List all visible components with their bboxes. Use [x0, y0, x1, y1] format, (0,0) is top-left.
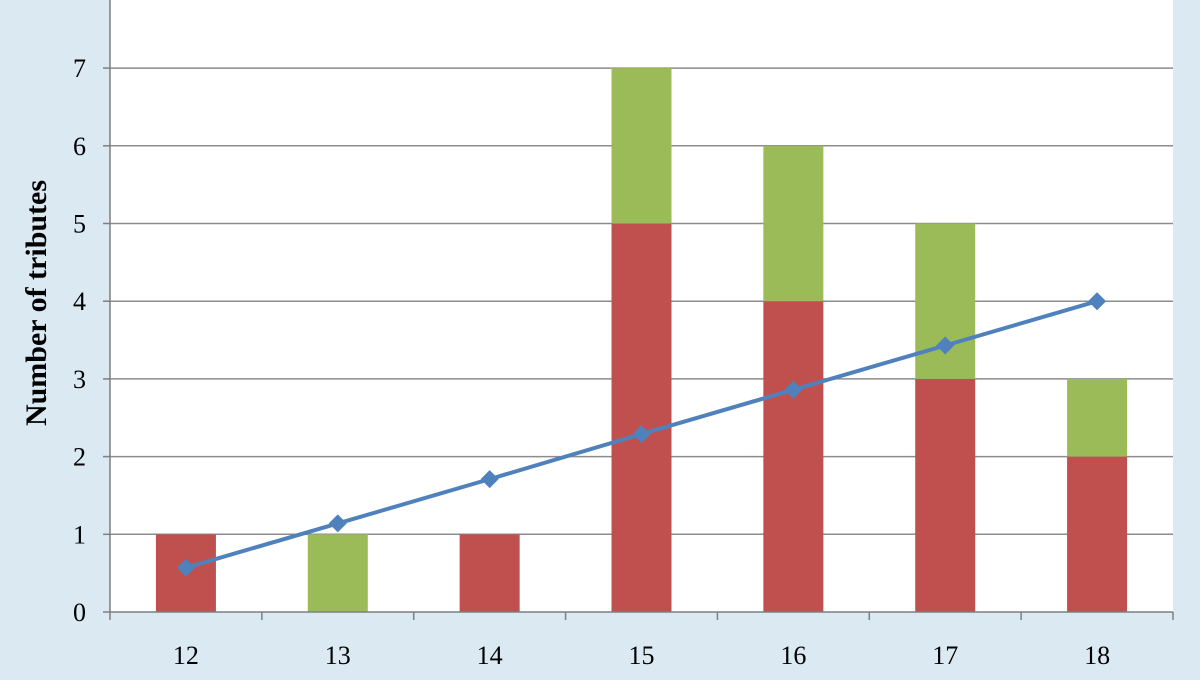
y-tick-label: 7: [73, 54, 86, 83]
x-tick-label: 17: [932, 641, 958, 670]
x-tick-label: 12: [173, 641, 199, 670]
line-marker-17: [936, 336, 955, 355]
y-tick-label: 4: [73, 287, 86, 316]
bar-16-segment-2: [763, 145, 824, 302]
x-tick-label: 15: [629, 641, 655, 670]
bars: [155, 68, 1128, 612]
y-axis-title: Number of tributes: [20, 180, 53, 426]
y-tick-label: 0: [73, 598, 86, 627]
bar-15-segment-2: [611, 68, 672, 224]
line-marker-18: [1088, 292, 1107, 311]
bar-17-segment-1: [915, 378, 976, 612]
y-tick-label: 6: [73, 132, 86, 161]
bar-16-segment-1: [763, 301, 824, 612]
y-tick-label: 5: [73, 210, 86, 239]
y-tick-label: 2: [73, 443, 86, 472]
line-series: [176, 292, 1107, 577]
line-marker-13: [328, 514, 347, 533]
bar-17-segment-2: [915, 223, 976, 379]
y-tick-label: 1: [73, 520, 86, 549]
axes: [103, 0, 1174, 620]
line-marker-14: [480, 470, 499, 489]
x-tick-label: 14: [477, 641, 503, 670]
y-tick-label: 3: [73, 365, 86, 394]
line-marker-16: [784, 380, 803, 399]
x-tick-label: 13: [325, 641, 351, 670]
x-tick-label: 18: [1084, 641, 1110, 670]
bar-14-segment-1: [459, 534, 520, 612]
bar-13-segment-2: [307, 534, 368, 612]
x-tick-label: 16: [780, 641, 806, 670]
line-marker-15: [632, 425, 651, 444]
line-marker-12: [176, 558, 195, 577]
bar-15-segment-1: [611, 223, 672, 612]
bar-18-segment-1: [1067, 456, 1128, 612]
bar-18-segment-2: [1067, 378, 1128, 457]
